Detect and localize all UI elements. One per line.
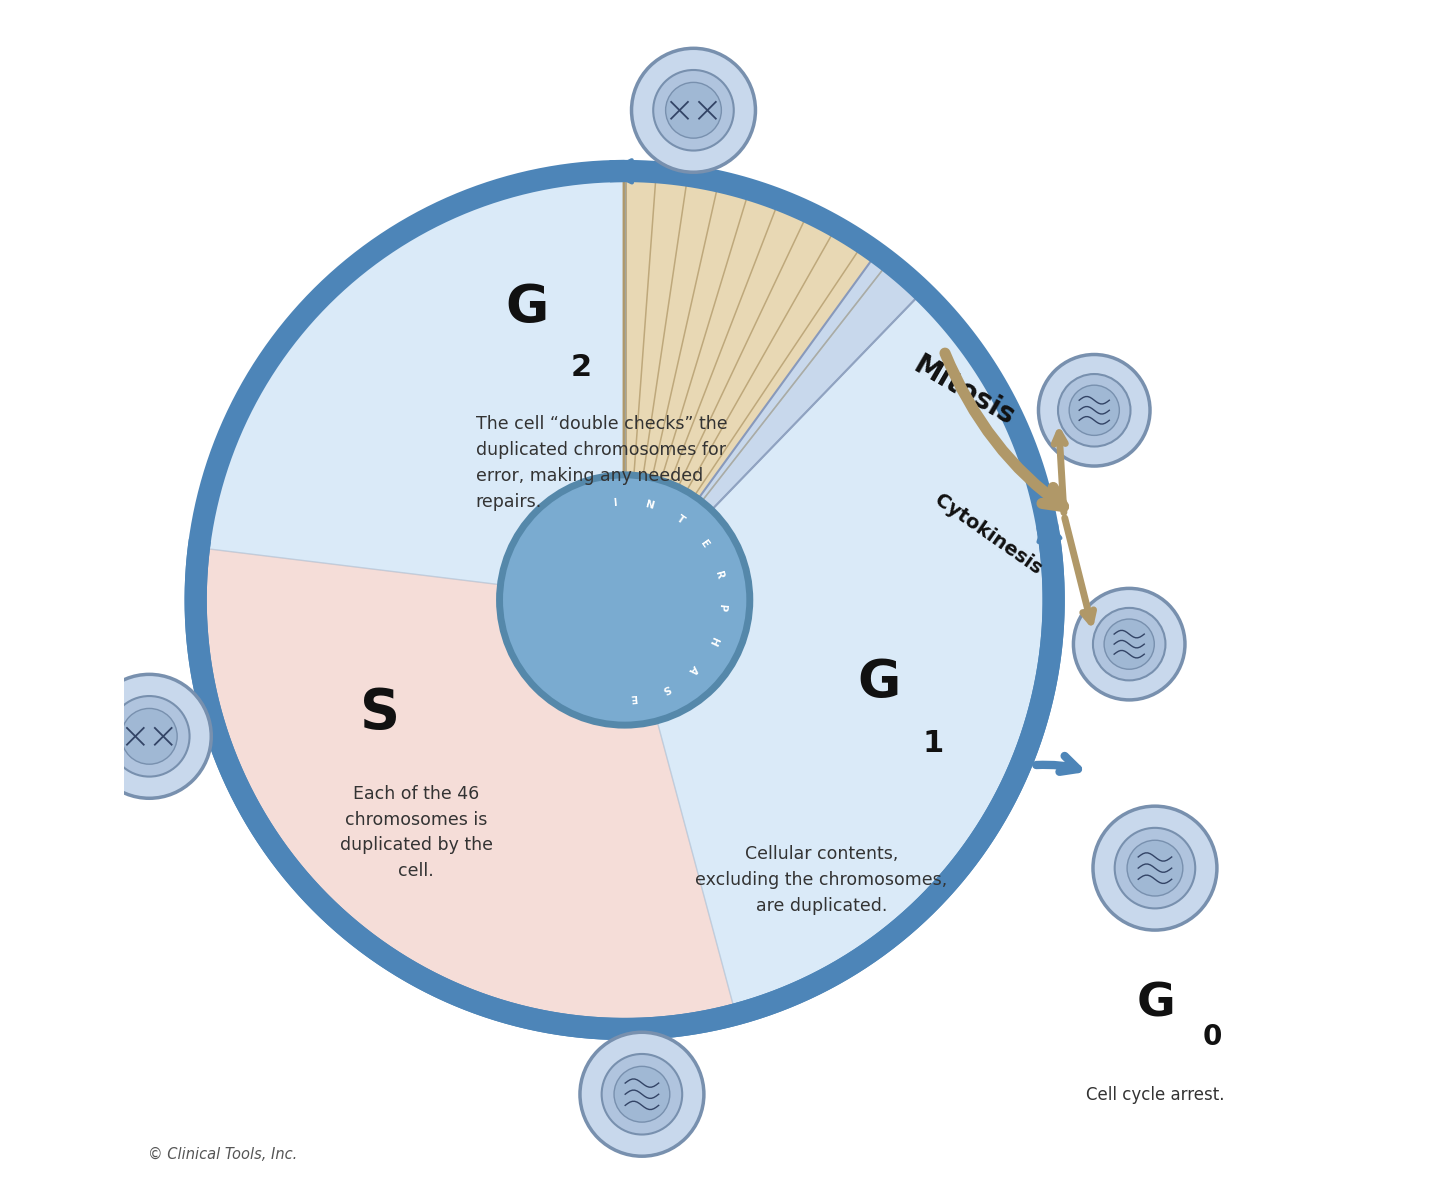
Text: Cellular contents,
excluding the chromosomes,
are duplicated.: Cellular contents, excluding the chromos… bbox=[696, 845, 948, 914]
Text: 2: 2 bbox=[572, 353, 592, 383]
Circle shape bbox=[1093, 806, 1217, 930]
Circle shape bbox=[1093, 608, 1165, 680]
Circle shape bbox=[632, 48, 756, 173]
Text: A: A bbox=[687, 662, 700, 676]
Text: Cell cycle arrest.: Cell cycle arrest. bbox=[1086, 1086, 1224, 1104]
Circle shape bbox=[121, 708, 177, 764]
Text: 0: 0 bbox=[1202, 1024, 1223, 1051]
Circle shape bbox=[665, 83, 721, 138]
Text: H: H bbox=[707, 635, 720, 647]
Text: S: S bbox=[661, 683, 671, 695]
Circle shape bbox=[580, 1032, 704, 1157]
Text: 1: 1 bbox=[923, 728, 943, 757]
Text: The cell “double checks” the
duplicated chromosomes for
error, making any needed: The cell “double checks” the duplicated … bbox=[475, 415, 727, 510]
Circle shape bbox=[1128, 840, 1182, 896]
Circle shape bbox=[1073, 588, 1185, 700]
Text: P: P bbox=[717, 605, 727, 613]
Wedge shape bbox=[199, 170, 625, 600]
Circle shape bbox=[654, 70, 734, 150]
Text: E: E bbox=[698, 539, 711, 550]
Wedge shape bbox=[196, 547, 736, 1028]
Circle shape bbox=[613, 1067, 670, 1122]
Text: G: G bbox=[857, 658, 900, 709]
Circle shape bbox=[109, 696, 190, 776]
Circle shape bbox=[1068, 385, 1119, 436]
Circle shape bbox=[602, 1054, 683, 1134]
Text: © Clinical Tools, Inc.: © Clinical Tools, Inc. bbox=[148, 1147, 297, 1162]
Circle shape bbox=[88, 674, 212, 798]
Wedge shape bbox=[625, 170, 888, 600]
Text: Mitosis: Mitosis bbox=[909, 352, 1020, 432]
Circle shape bbox=[1038, 354, 1151, 466]
Text: G: G bbox=[1138, 982, 1176, 1026]
Text: G: G bbox=[505, 282, 549, 334]
Text: R: R bbox=[713, 570, 724, 580]
Circle shape bbox=[500, 475, 750, 725]
Circle shape bbox=[1058, 374, 1130, 446]
Text: I: I bbox=[613, 498, 619, 508]
Wedge shape bbox=[625, 248, 1054, 1014]
Text: E: E bbox=[629, 692, 636, 702]
Text: Cytokinesis: Cytokinesis bbox=[930, 491, 1045, 578]
Text: N: N bbox=[645, 499, 655, 511]
Text: T: T bbox=[675, 514, 687, 527]
Circle shape bbox=[1104, 619, 1155, 670]
Text: S: S bbox=[360, 686, 400, 740]
Text: Each of the 46
chromosomes is
duplicated by the
cell.: Each of the 46 chromosomes is duplicated… bbox=[340, 785, 492, 880]
Wedge shape bbox=[625, 253, 923, 600]
Circle shape bbox=[1115, 828, 1195, 908]
